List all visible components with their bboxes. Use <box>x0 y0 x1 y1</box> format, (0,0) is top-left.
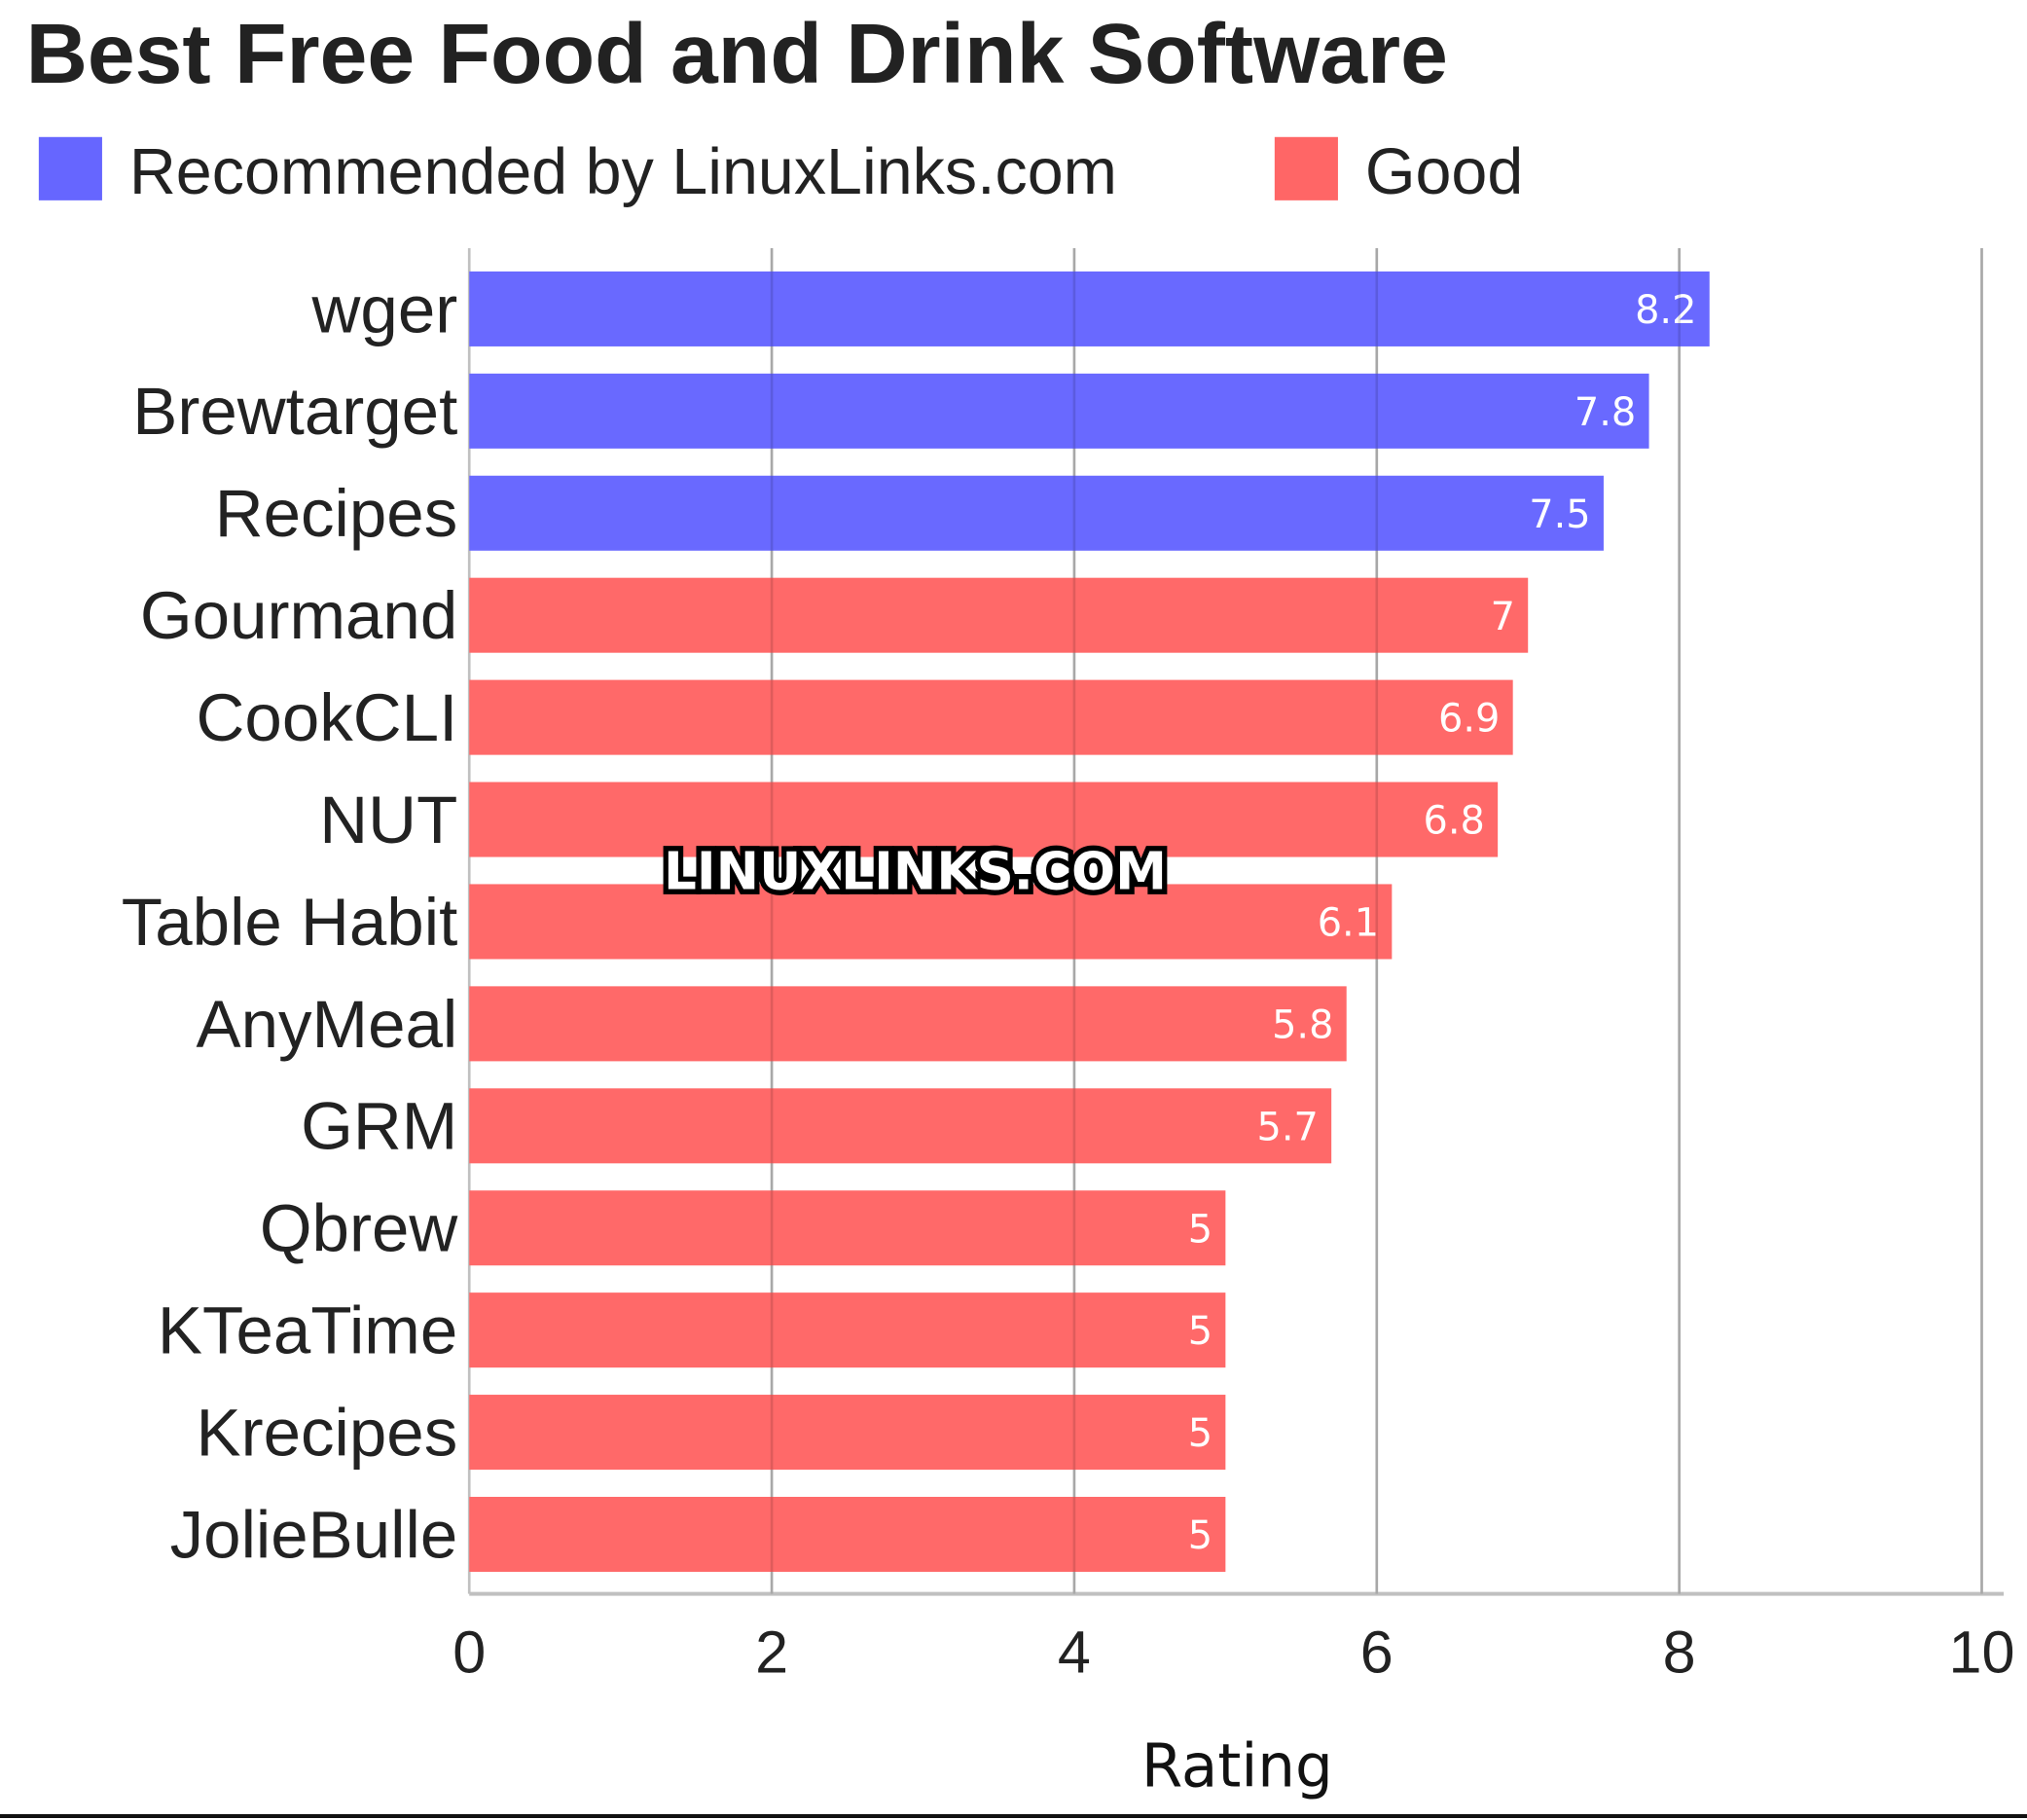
y-category-label: JolieBulle <box>170 1496 458 1572</box>
bar-value-label: 8.2 <box>1635 288 1696 333</box>
bar <box>469 475 1604 551</box>
bar <box>469 986 1347 1062</box>
bar-value-label: 7.8 <box>1575 390 1636 435</box>
x-tick-labels: 0 2 4 6 8 10 <box>452 1620 2014 1686</box>
legend-label-recommended: Recommended by LinuxLinks.com <box>129 136 1117 208</box>
y-category-label: Recipes <box>215 475 458 551</box>
bars: 8.2 wger 7.8 Brewtarget 7.5 Recipes 7 Gourmand 6… <box>122 248 1983 1594</box>
x-axis-label: Rating <box>1141 1731 1333 1801</box>
bar <box>469 1395 1226 1471</box>
bar <box>469 577 1529 653</box>
bar <box>469 1088 1332 1164</box>
legend-label-good: Good <box>1365 136 1523 208</box>
bar <box>469 373 1649 449</box>
bar <box>469 271 1710 346</box>
y-category-label: Brewtarget <box>132 373 457 449</box>
y-category-label: KTeaTime <box>158 1292 457 1368</box>
watermark: LINUXLINKS.COM <box>664 842 1167 902</box>
y-category-label: CookCLI <box>197 679 458 755</box>
bar-value-label: 5 <box>1188 1207 1213 1252</box>
bar-value-label: 5.7 <box>1257 1105 1319 1149</box>
legend-swatch-recommended <box>38 136 102 200</box>
y-category-label: Krecipes <box>197 1394 458 1470</box>
bar-value-label: 5 <box>1188 1411 1213 1456</box>
bar-value-label: 6.8 <box>1423 799 1484 844</box>
bar-value-label: 5 <box>1188 1309 1213 1354</box>
y-category-label: wger <box>311 271 458 346</box>
bar <box>469 1292 1226 1368</box>
bar <box>469 884 1393 960</box>
y-category-label: Gourmand <box>140 577 457 653</box>
bar <box>469 1190 1226 1266</box>
bar-value-label: 7 <box>1491 595 1515 639</box>
y-category-label: Table Habit <box>122 884 458 960</box>
x-tick-label: 8 <box>1663 1620 1696 1686</box>
bar <box>469 782 1499 857</box>
legend-swatch-good <box>1274 136 1338 200</box>
bar <box>469 1496 1226 1572</box>
bar <box>469 679 1513 755</box>
bar-value-label: 7.5 <box>1529 492 1590 537</box>
gridlines <box>467 248 2005 1596</box>
bar-value-label: 5.8 <box>1272 1002 1333 1047</box>
x-tick-label: 2 <box>755 1620 788 1686</box>
bar-value-label: 5 <box>1188 1513 1213 1558</box>
y-category-label: GRM <box>301 1088 457 1164</box>
y-category-label: NUT <box>319 782 457 857</box>
y-category-label: Qbrew <box>260 1190 459 1266</box>
chart-title: Best Free Food and Drink Software <box>26 6 1448 101</box>
bar-value-label: 6.9 <box>1438 697 1500 742</box>
legend: Recommended by LinuxLinks.com Good <box>38 136 1523 208</box>
x-tick-label: 0 <box>452 1620 486 1686</box>
x-tick-label: 6 <box>1360 1620 1394 1686</box>
bar-value-label: 6.1 <box>1318 901 1379 946</box>
x-tick-label: 4 <box>1058 1620 1091 1686</box>
x-tick-label: 10 <box>1949 1620 2015 1686</box>
y-category-label: AnyMeal <box>197 986 458 1062</box>
